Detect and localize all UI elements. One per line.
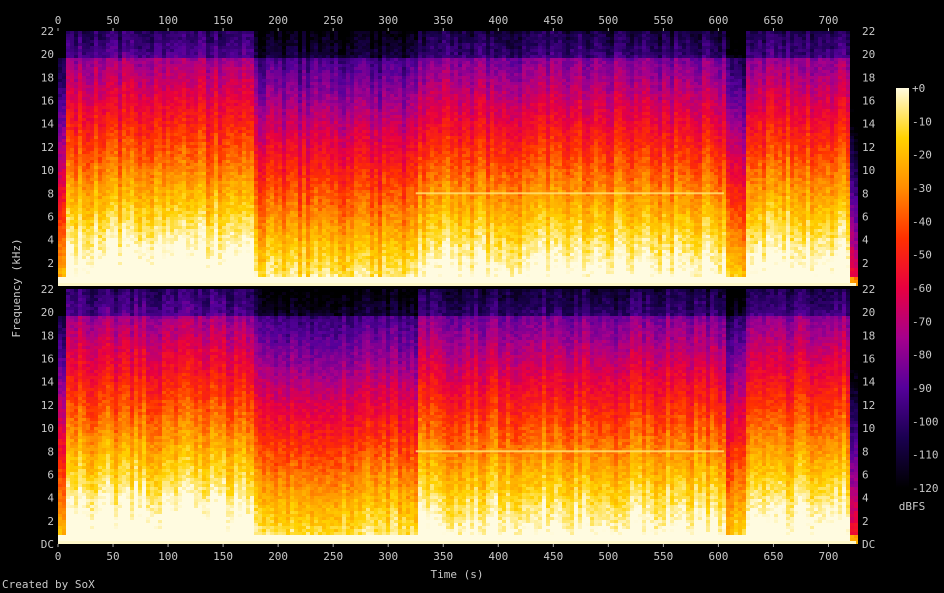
x-tick-label: 650 [764,550,784,563]
y-tick-label-right: 14 [862,118,876,131]
y-tick-label-right: 22 [862,283,875,296]
x-tick-label-top: 450 [543,14,563,27]
x-axis-label: Time (s) [431,568,484,581]
colorbar-tick-label: -90 [912,382,932,395]
y-tick-label: 6 [47,210,54,223]
y-tick-label-right: 12 [862,399,875,412]
y-tick-label-right: DC [862,538,875,551]
x-tick-label-top: 300 [378,14,398,27]
y-tick-label: 4 [47,234,54,247]
colorbar-gradient [896,88,909,488]
y-tick-label: 22 [41,25,54,38]
y-tick-label: 16 [41,95,54,108]
y-tick-label: 2 [47,257,54,270]
y-tick-label-right: 22 [862,25,875,38]
tone-line [416,450,724,452]
y-tick-label-right: 18 [862,329,875,342]
y-tick-label: 14 [41,376,55,389]
x-tick-label: 200 [268,550,288,563]
y-tick-label: 20 [41,306,54,319]
x-tick-label-top: 0 [55,14,62,27]
x-tick-label-top: 150 [213,14,233,27]
y-tick-label-right: 16 [862,95,875,108]
y-tick-label: 6 [47,468,54,481]
x-tick-label-top: 500 [598,14,618,27]
y-tick-label-right: 12 [862,141,875,154]
colorbar-tick-label: +0 [912,82,925,95]
x-tick-label-top: 50 [106,14,119,27]
y-tick-label: 20 [41,48,54,61]
x-tick-label-top: 100 [158,14,178,27]
colorbar-tick-label: -100 [912,415,939,428]
y-tick-label-right: 20 [862,48,875,61]
colorbar-tick-label: -80 [912,349,932,362]
x-tick-label: 400 [488,550,508,563]
y-tick-label: 18 [41,71,54,84]
x-tick-label: 350 [433,550,453,563]
x-tick-label: 550 [653,550,673,563]
colorbar-tick-label: -50 [912,249,932,262]
y-axis-label: Frequency (kHz) [10,238,23,337]
y-tick-label: 12 [41,399,54,412]
x-tick-label: 600 [708,550,728,563]
y-tick-label-right: 4 [862,492,869,505]
y-tick-label-right: 14 [862,376,876,389]
colorbar-tick-label: -40 [912,215,932,228]
x-tick-label-top: 550 [653,14,673,27]
colorbar-tick-label: -30 [912,182,932,195]
x-tick-label-top: 200 [268,14,288,27]
y-tick-label: 8 [47,187,54,200]
y-tick-label-right: 8 [862,187,869,200]
x-tick-label-top: 700 [819,14,839,27]
tone-line [416,192,724,194]
y-tick-label: 10 [41,164,54,177]
y-tick-label-right: 6 [862,210,869,223]
colorbar-tick-label: -120 [912,482,939,495]
x-tick-label: 50 [106,550,119,563]
y-tick-label: 10 [41,422,54,435]
y-tick-label-right: 8 [862,445,869,458]
y-tick-label: 12 [41,141,54,154]
colorbar-tick-label: -60 [912,282,932,295]
x-tick-label-top: 650 [764,14,784,27]
y-tick-label: 2 [47,515,54,528]
colorbar-tick-label: -70 [912,315,932,328]
y-tick-label-right: 18 [862,71,875,84]
y-tick-label: 14 [41,118,55,131]
y-tick-label: 18 [41,329,54,342]
y-tick-label-right: 6 [862,468,869,481]
colorbar-tick-label: -10 [912,115,932,128]
created-by-footer: Created by SoX [2,578,95,591]
y-tick-label: 4 [47,492,54,505]
x-tick-label: 300 [378,550,398,563]
x-tick-label-top: 350 [433,14,453,27]
x-tick-label: 250 [323,550,343,563]
colorbar-label: dBFS [899,500,926,513]
y-tick-label-right: 2 [862,257,869,270]
x-tick-label-top: 400 [488,14,508,27]
x-tick-label: 450 [543,550,563,563]
y-tick-label-right: 10 [862,164,875,177]
colorbar-tick-label: -20 [912,149,932,162]
y-tick-label: 16 [41,353,54,366]
y-tick-label: DC [41,538,54,551]
x-tick-label-top: 600 [708,14,728,27]
x-tick-label: 500 [598,550,618,563]
y-tick-label-right: 16 [862,353,875,366]
x-tick-label: 100 [158,550,178,563]
y-tick-label-right: 10 [862,422,875,435]
y-tick-label-right: 4 [862,234,869,247]
y-tick-label-right: 2 [862,515,869,528]
y-tick-label: 8 [47,445,54,458]
y-tick-label-right: 20 [862,306,875,319]
y-tick-label: 22 [41,283,54,296]
colorbar-tick-label: -110 [912,449,939,462]
x-tick-label: 0 [55,550,62,563]
x-tick-label-top: 250 [323,14,343,27]
channel-1-spectrogram [58,31,858,286]
x-tick-label: 700 [819,550,839,563]
x-tick-label: 150 [213,550,233,563]
channel-2-spectrogram [58,289,858,544]
